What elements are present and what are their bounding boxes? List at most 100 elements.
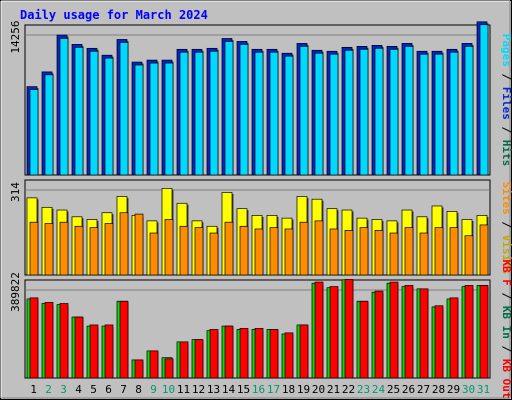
bar-visits-sites [389,232,399,276]
bar-visits-sites [284,228,294,276]
bar-hits-files [134,64,144,176]
x-tick-label: 15 [237,383,250,396]
x-tick-label: 31 [477,383,490,396]
bar-visits-sites [164,219,174,276]
bar-hits-files [59,38,69,176]
bar-kbytes-kb-out [479,285,489,379]
bar-visits-sites [194,227,204,276]
panel-visits: 314 [9,179,491,276]
bar-visits-sites [29,221,39,276]
bar-hits-files [464,46,474,176]
bar-hits-files [179,51,189,176]
bar-hits-files [89,50,99,176]
bar-kbytes-kb-out [329,286,339,379]
bar-visits-sites [464,235,474,276]
bar-hits-files [299,46,309,176]
bar-kbytes-kb-out [74,316,84,379]
bar-visits-sites [344,229,354,276]
x-tick-label: 28 [432,383,445,396]
bar-kbytes-kb-out [194,339,204,379]
bar-kbytes-kb-out [254,327,264,379]
bar-kbytes-kb-out [269,329,279,379]
x-tick-label: 20 [312,383,325,396]
x-tick-label: 9 [150,383,157,396]
legend-entry: KB Out [500,359,512,399]
bar-kbytes-kb-out [374,290,384,379]
legend-hits: Pages / Files / Hits [500,34,512,167]
x-tick-label: 27 [417,383,430,396]
bar-hits-files [449,51,459,176]
panel-kbytes: 389822 [9,272,491,379]
bar-hits-files [359,48,369,176]
bar-visits-sites [299,221,309,276]
legend-entry: KB F [500,259,512,286]
x-tick-label: 4 [75,383,82,396]
bar-kbytes-kb-out [314,281,324,379]
bar-hits-files [209,50,219,176]
bar-kbytes-kb-out [149,350,159,379]
x-tick-label: 12 [192,383,205,396]
bar-hits-files [149,62,159,176]
bar-kbytes-kb-out [239,327,249,379]
bar-hits-files [74,46,84,176]
x-tick-label: 18 [282,383,295,396]
bar-visits-sites [434,227,444,276]
bar-kbytes-kb-out [464,285,474,379]
bar-hits-files [284,55,294,176]
x-tick-label: 7 [120,383,127,396]
legend-separator: / [500,286,512,306]
bar-visits-sites [149,232,159,276]
x-tick-label: 23 [357,383,370,396]
bar-hits-files [44,74,54,176]
legend-entry: Hits [500,140,512,167]
x-tick-label: 6 [105,383,112,396]
legend-entry: Files [500,87,512,120]
panel-hits-max-label: 14256 [9,20,22,53]
bar-kbytes-kb-out [164,358,174,379]
bar-hits-files [404,46,414,176]
bar-visits-sites [314,220,324,276]
bar-kbytes-kb-out [59,303,69,379]
legend-entry: Sites [500,182,512,215]
bar-hits-files [194,51,204,176]
x-tick-label: 17 [267,383,280,396]
legend-visits: Sites / Visits [500,182,512,275]
bar-visits-sites [239,225,249,276]
bar-visits-sites [119,212,129,276]
legend-entry: Visits [500,235,512,275]
bar-visits-sites [479,224,489,276]
bar-visits-sites [224,221,234,276]
chart-panels: 14256 314 389822 [9,20,491,379]
bar-kbytes-kb-out [284,332,294,379]
bar-visits-sites [329,228,339,276]
bar-kbytes-kb-out [419,288,429,379]
bar-kbytes-kb-out [119,300,129,379]
bar-kbytes-kb-out [179,341,189,379]
bar-hits-files [269,51,279,176]
bar-hits-files [164,62,174,176]
panel-hits: 14256 [9,20,491,176]
x-tick-label: 13 [207,383,220,396]
legend-separator: / [500,120,512,140]
bar-kbytes-kb-out [209,329,219,379]
x-tick-label: 19 [297,383,310,396]
bar-hits-files [419,53,429,176]
bar-kbytes-kb-out [389,281,399,379]
x-tick-label: 29 [447,383,460,396]
legend-entry: Pages [500,34,512,67]
legend-kbytes: KB F / KB In / KB Out [500,259,512,398]
legend-separator: / [500,67,512,87]
bar-hits-files [344,49,354,176]
bar-hits-files [389,48,399,176]
bar-kbytes-kb-out [44,302,54,379]
bar-kbytes-kb-out [404,285,414,379]
bar-kbytes-kb-out [344,279,354,379]
bar-visits-sites [449,227,459,276]
x-tick-label: 30 [462,383,475,396]
x-tick-label: 22 [342,383,355,396]
bar-hits-files [224,41,234,176]
bar-hits-files [239,44,249,176]
panel-visits-max-label: 314 [9,182,22,202]
x-tick-label: 8 [135,383,142,396]
